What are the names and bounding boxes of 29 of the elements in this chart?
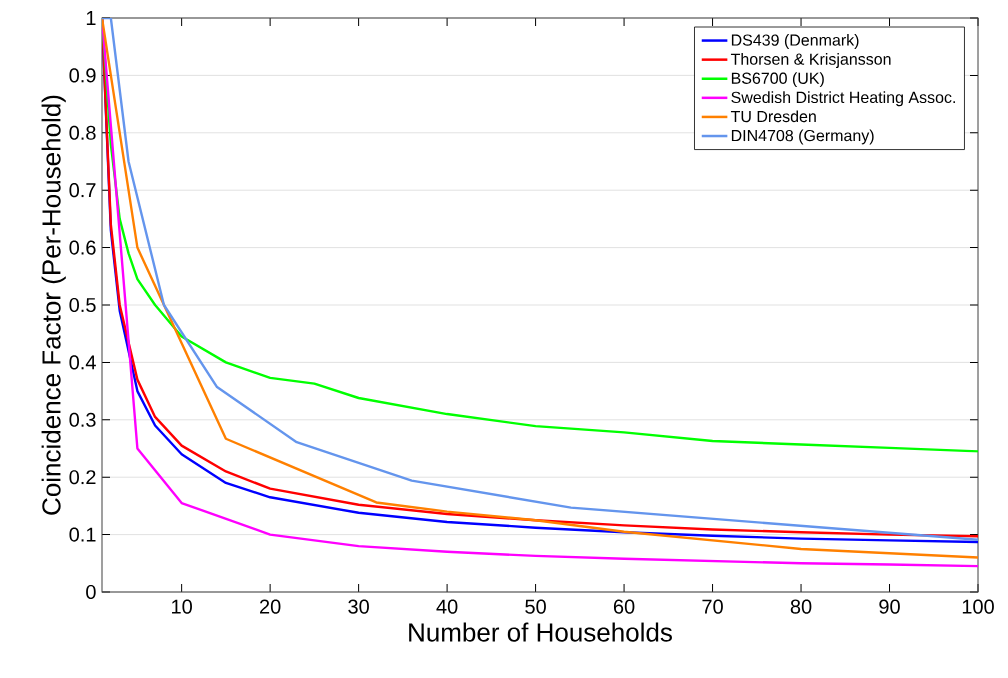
y-tick-label: 0.2 bbox=[69, 470, 96, 485]
legend-label: Thorsen & Krisjansson bbox=[730, 53, 891, 69]
y-tick-label: 0 bbox=[86, 584, 96, 600]
x-tick-label: 100 bbox=[962, 599, 994, 614]
y-tick-label: 1 bbox=[86, 11, 96, 25]
legend-label: TU Dresden bbox=[730, 110, 816, 123]
legend-label: DS439 (Denmark) bbox=[731, 34, 859, 49]
x-tick-label: 90 bbox=[879, 599, 900, 614]
legend-label: BS6700 (UK) bbox=[731, 72, 824, 88]
x-tick-label: 80 bbox=[790, 599, 812, 614]
y-tick-label: 0.3 bbox=[69, 412, 96, 427]
y-tick-label: 0.7 bbox=[69, 183, 96, 198]
legend-label: Swedish District Heating Assoc. bbox=[731, 91, 955, 107]
x-tick-label: 50 bbox=[525, 599, 546, 614]
legend-label: DIN4708 (Germany) bbox=[731, 129, 874, 145]
x-tick-label: 20 bbox=[260, 599, 281, 614]
y-tick-label: 0.8 bbox=[69, 125, 96, 140]
y-axis-title: Coincidence Factor (Per-Household) bbox=[41, 95, 66, 515]
y-tick-label: 0.6 bbox=[69, 240, 96, 255]
y-tick-label: 0.1 bbox=[69, 527, 96, 542]
x-tick-label: 70 bbox=[702, 599, 723, 614]
y-tick-label: 0.5 bbox=[69, 297, 96, 313]
x-tick-label: 10 bbox=[172, 599, 192, 614]
x-tick-label: 60 bbox=[613, 599, 635, 614]
x-tick-label: 40 bbox=[436, 599, 458, 614]
y-tick-label: 0.9 bbox=[69, 68, 96, 83]
x-axis-title: Number of Households bbox=[409, 622, 672, 642]
x-tick-label: 30 bbox=[348, 599, 369, 614]
y-tick-label: 0.4 bbox=[69, 355, 96, 370]
